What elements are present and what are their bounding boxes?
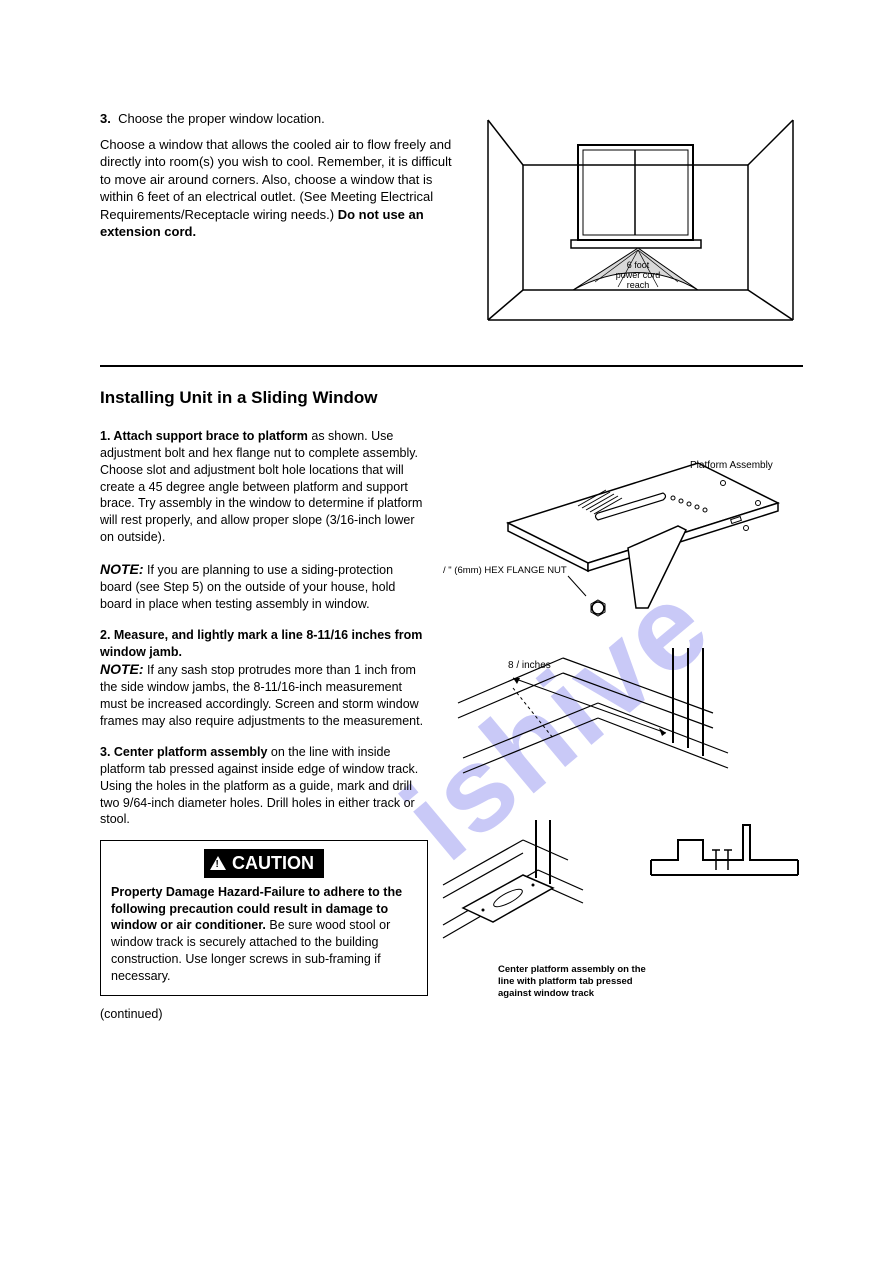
- step3b: 3. Center platform assembly on the line …: [100, 744, 428, 828]
- step1-body: as shown. Use adjustment bolt and hex fl…: [100, 429, 422, 544]
- section-heading: Installing Unit in a Sliding Window: [100, 387, 803, 410]
- step3-lead: 3. Choose the proper window location.: [100, 110, 463, 128]
- cord-label-2: power cord: [616, 270, 661, 280]
- install-left-column: 1. Attach support brace to platform as s…: [100, 428, 428, 1023]
- dim-label: 8 / inches: [508, 660, 551, 671]
- cord-label-1: 6 foot: [627, 260, 650, 270]
- step3-number: 3.: [100, 111, 111, 126]
- platform-label: Platform Assembly: [690, 460, 773, 471]
- caution-header: CAUTION: [204, 849, 324, 877]
- step2: 2. Measure, and lightly mark a line 8-11…: [100, 627, 428, 730]
- caution-box: CAUTION Property Damage Hazard-Failure t…: [100, 840, 428, 996]
- warning-icon: [210, 856, 226, 870]
- note1-body: If you are planning to use a siding-prot…: [100, 563, 395, 611]
- center-platform-figure: [438, 820, 618, 960]
- platform-assembly-figure: / " (6mm) HEX FLANGE NUT Platform Assemb…: [438, 428, 788, 638]
- fig3-caption: Center platform assembly on the line wit…: [498, 964, 648, 1000]
- note1: NOTE: If you are planning to use a sidin…: [100, 560, 428, 613]
- step3-title: Choose the proper window location.: [118, 111, 325, 126]
- window-room-figure: 6 foot power cord reach: [483, 110, 803, 345]
- step2-note-lead: NOTE:: [100, 661, 144, 677]
- continued: (continued): [100, 1006, 428, 1023]
- step2-note-body: If any sash stop protrudes more than 1 i…: [100, 663, 423, 728]
- cord-label-3: reach: [627, 280, 650, 290]
- step2-lead: 2. Measure, and lightly mark a line 8-11…: [100, 628, 422, 659]
- cross-section-figure: [648, 820, 803, 890]
- install-right-column: / " (6mm) HEX FLANGE NUT Platform Assemb…: [428, 428, 803, 1023]
- step3-body: Choose a window that allows the cooled a…: [100, 136, 463, 241]
- step1: 1. Attach support brace to platform as s…: [100, 428, 428, 546]
- note1-lead: NOTE:: [100, 561, 144, 577]
- measurement-figure: 8 / inches: [438, 648, 748, 808]
- step3-row: 3. Choose the proper window location. Ch…: [100, 110, 803, 345]
- step1-lead: 1. Attach support brace to platform: [100, 429, 308, 443]
- separator: [100, 365, 803, 367]
- step3b-lead: 3. Center platform assembly: [100, 745, 267, 759]
- caution-label: CAUTION: [232, 851, 314, 875]
- nut-label: / " (6mm) HEX FLANGE NUT: [443, 565, 567, 576]
